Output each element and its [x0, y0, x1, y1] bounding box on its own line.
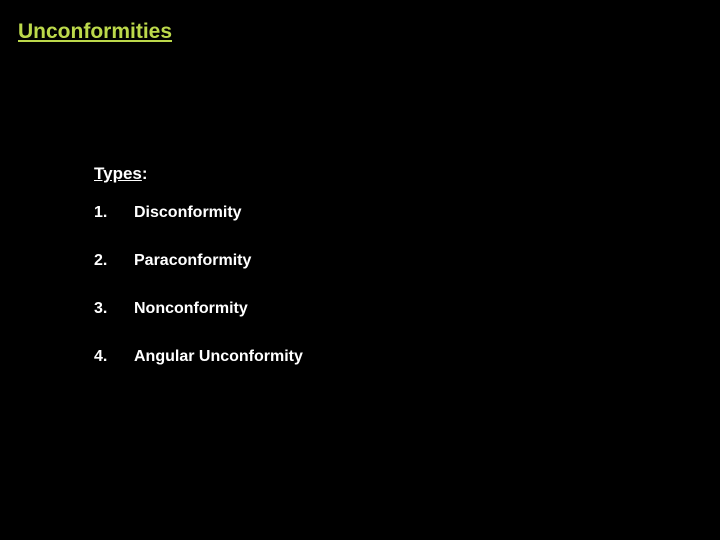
list-item: 4. Angular Unconformity [94, 348, 303, 366]
types-heading-colon: : [142, 164, 148, 183]
types-heading-text: Types [94, 164, 142, 183]
list-item: 2. Paraconformity [94, 252, 303, 270]
list-number: 2. [94, 252, 134, 270]
list-item: 3. Nonconformity [94, 300, 303, 318]
list-label: Paraconformity [134, 252, 251, 270]
list-label: Nonconformity [134, 300, 248, 318]
list-number: 1. [94, 204, 134, 222]
list-number: 3. [94, 300, 134, 318]
list-label: Disconformity [134, 204, 242, 222]
list-number: 4. [94, 348, 134, 366]
list-item: 1. Disconformity [94, 204, 303, 222]
slide: Unconformities Types: 1. Disconformity 2… [0, 0, 720, 540]
types-heading: Types: [94, 164, 148, 184]
list-label: Angular Unconformity [134, 348, 303, 366]
types-list: 1. Disconformity 2. Paraconformity 3. No… [94, 204, 303, 396]
slide-title: Unconformities [18, 20, 172, 44]
